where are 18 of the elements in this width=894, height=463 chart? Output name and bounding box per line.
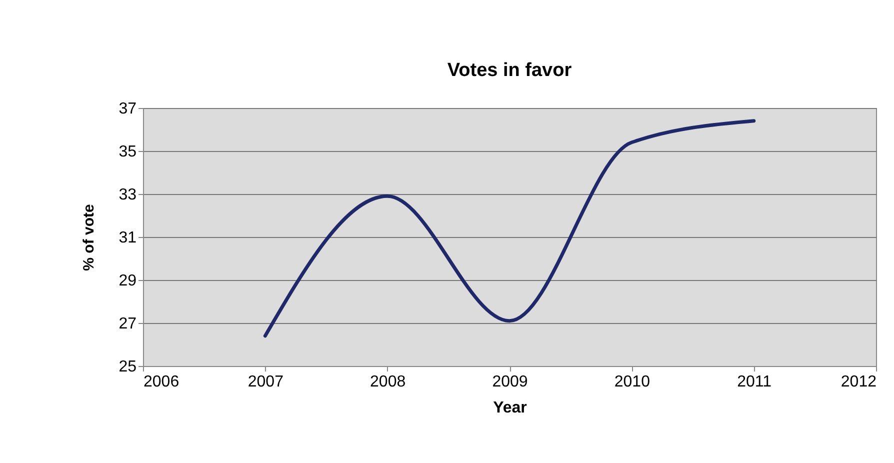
y-tick-label: 27: [118, 316, 137, 332]
x-tick-label: 2010: [614, 374, 650, 390]
x-tick-label: 2009: [492, 374, 528, 390]
x-axis-title: Year: [493, 400, 527, 416]
y-axis-title: % of vote: [80, 204, 98, 271]
y-tick-label: 33: [118, 186, 137, 204]
x-tick-label: 2011: [737, 374, 772, 390]
x-tick-label: 2008: [370, 374, 406, 390]
y-tick-label: 25: [118, 358, 137, 376]
line-series: [263, 119, 756, 338]
chart-title: Votes in favor: [447, 60, 572, 81]
y-tick-label: 35: [118, 144, 137, 160]
y-tick-label: 37: [118, 100, 137, 118]
x-tick-label: 2007: [248, 374, 284, 390]
y-tick-label: 29: [118, 272, 137, 290]
x-tick-label: 2012: [840, 374, 877, 390]
x-tick-label: 2006: [144, 374, 180, 390]
y-tick-label: 31: [118, 230, 137, 246]
